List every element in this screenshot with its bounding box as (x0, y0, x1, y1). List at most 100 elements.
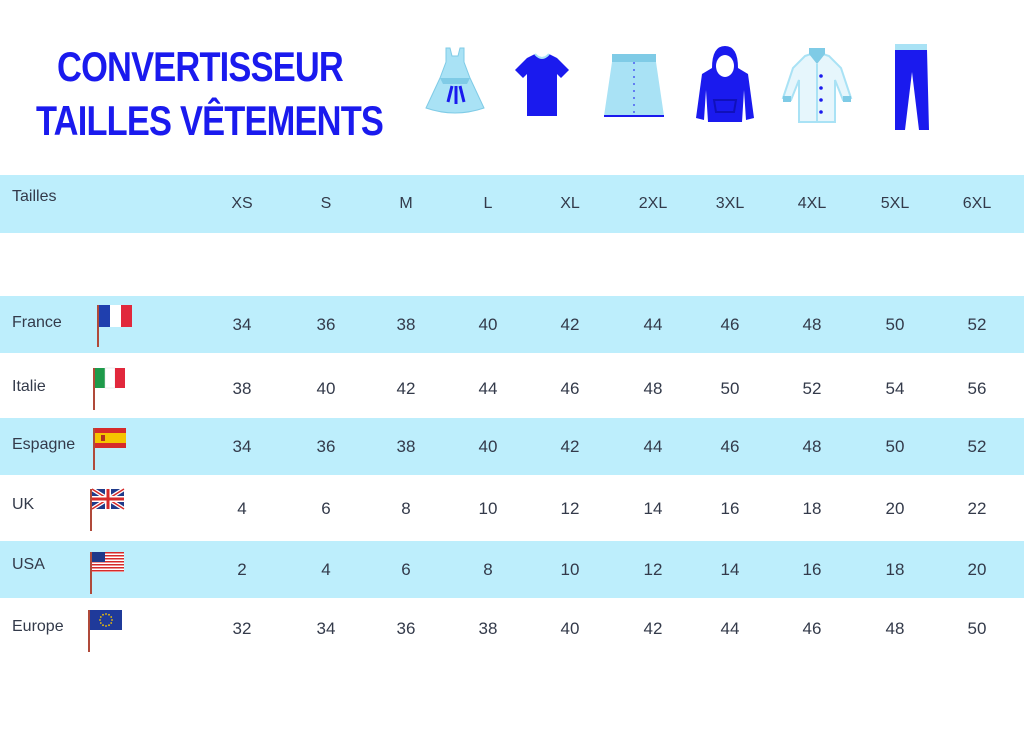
country-label: France (12, 314, 62, 331)
size-value: 52 (967, 315, 987, 334)
size-header-xs: XS (231, 195, 253, 212)
size-value: 40 (478, 437, 498, 456)
size-value: 6 (401, 560, 411, 579)
hoodie-icon (696, 46, 754, 122)
size-value: 48 (885, 619, 905, 638)
coat-icon (781, 48, 853, 123)
size-value: 10 (560, 560, 580, 579)
size-value: 46 (720, 315, 740, 334)
france-flag-icon (96, 303, 136, 354)
size-value: 12 (560, 499, 580, 518)
size-value: 38 (396, 437, 416, 456)
dress-icon (425, 47, 485, 114)
title-line-1: CONVERTISSEUR (57, 43, 344, 90)
size-value: 46 (560, 379, 580, 398)
size-value: 42 (560, 315, 580, 334)
size-header-3xl: 3XL (715, 195, 745, 212)
title-line-2: TAILLES VÊTEMENTS (36, 97, 384, 144)
size-value: 20 (885, 499, 905, 518)
size-value: 14 (720, 560, 740, 579)
size-value: 48 (802, 315, 822, 334)
size-header-xl: XL (560, 195, 580, 212)
country-label: Espagne (12, 436, 76, 453)
size-value: 2 (237, 560, 247, 579)
size-value: 32 (232, 619, 252, 638)
size-value: 16 (720, 499, 740, 518)
size-value: 44 (478, 379, 498, 398)
size-value: 50 (967, 619, 987, 638)
size-value: 48 (643, 379, 663, 398)
size-value: 10 (478, 499, 498, 518)
size-value: 44 (643, 315, 663, 334)
size-value: 4 (237, 499, 247, 518)
header-label: Tailles (12, 188, 57, 205)
size-value: 54 (885, 379, 905, 398)
size-header-4xl: 4XL (797, 195, 827, 212)
size-value: 50 (720, 379, 740, 398)
size-value: 38 (396, 315, 416, 334)
table-row: Espagne 34 36 38 40 42 44 46 48 50 52 (0, 418, 1024, 475)
size-value: 4 (321, 560, 331, 579)
size-value: 52 (967, 437, 987, 456)
size-value: 38 (232, 379, 252, 398)
page-title: CONVERTISSEUR TAILLES VÊTEMENTS (36, 40, 384, 148)
size-value: 40 (316, 379, 336, 398)
size-value: 36 (396, 619, 416, 638)
usa-flag-icon (89, 550, 129, 601)
size-value: 14 (643, 499, 663, 518)
size-value: 20 (967, 560, 987, 579)
size-value: 42 (560, 437, 580, 456)
uk-flag-icon (89, 487, 129, 538)
size-header-6xl: 6XL (962, 195, 992, 212)
table-row: Europe 32 34 36 38 40 42 44 46 48 50 (0, 600, 1024, 657)
size-value: 50 (885, 437, 905, 456)
size-value: 46 (720, 437, 740, 456)
size-header-5xl: 5XL (880, 195, 910, 212)
row-band (0, 296, 1024, 353)
size-value: 36 (316, 437, 336, 456)
size-value: 42 (396, 379, 416, 398)
size-value: 44 (720, 619, 740, 638)
size-value: 6 (321, 499, 331, 518)
size-header-l: L (483, 195, 493, 212)
size-value: 22 (967, 499, 987, 518)
clothing-icons (415, 40, 955, 135)
italy-flag-icon (92, 366, 132, 417)
eu-flag-icon (87, 608, 127, 659)
size-value: 34 (232, 315, 252, 334)
size-value: 38 (478, 619, 498, 638)
table-row: France 34 36 38 40 42 44 46 48 50 52 (0, 296, 1024, 353)
tshirt-icon (515, 53, 569, 116)
size-value: 44 (643, 437, 663, 456)
size-header-2xl: 2XL (638, 195, 668, 212)
size-header-s: S (320, 195, 332, 212)
size-value: 40 (478, 315, 498, 334)
skirt-icon (604, 54, 664, 117)
row-band (0, 541, 1024, 598)
size-header-m: M (399, 195, 413, 212)
country-label: Italie (12, 378, 46, 395)
header-band (0, 175, 1024, 233)
size-value: 16 (802, 560, 822, 579)
size-value: 34 (316, 619, 336, 638)
size-value: 34 (232, 437, 252, 456)
size-value: 8 (483, 560, 493, 579)
size-value: 46 (802, 619, 822, 638)
country-label: USA (12, 556, 45, 573)
size-value: 48 (802, 437, 822, 456)
spain-flag-icon (92, 426, 132, 477)
size-value: 52 (802, 379, 822, 398)
header-row: Tailles XS S M L XL 2XL 3XL 4XL 5XL 6XL (0, 175, 1024, 232)
row-band (0, 418, 1024, 475)
country-label: UK (12, 496, 35, 513)
size-value: 8 (401, 499, 411, 518)
table-row: USA 2 4 6 8 10 12 14 16 18 20 (0, 541, 1024, 598)
country-label: Europe (12, 618, 64, 635)
size-value: 56 (967, 379, 987, 398)
size-value: 50 (885, 315, 905, 334)
table-row: UK 4 6 8 10 12 14 16 18 20 22 (0, 480, 1024, 537)
table-row: Italie 38 40 42 44 46 48 50 52 54 56 (0, 360, 1024, 417)
size-value: 40 (560, 619, 580, 638)
size-value: 42 (643, 619, 663, 638)
size-value: 12 (643, 560, 663, 579)
